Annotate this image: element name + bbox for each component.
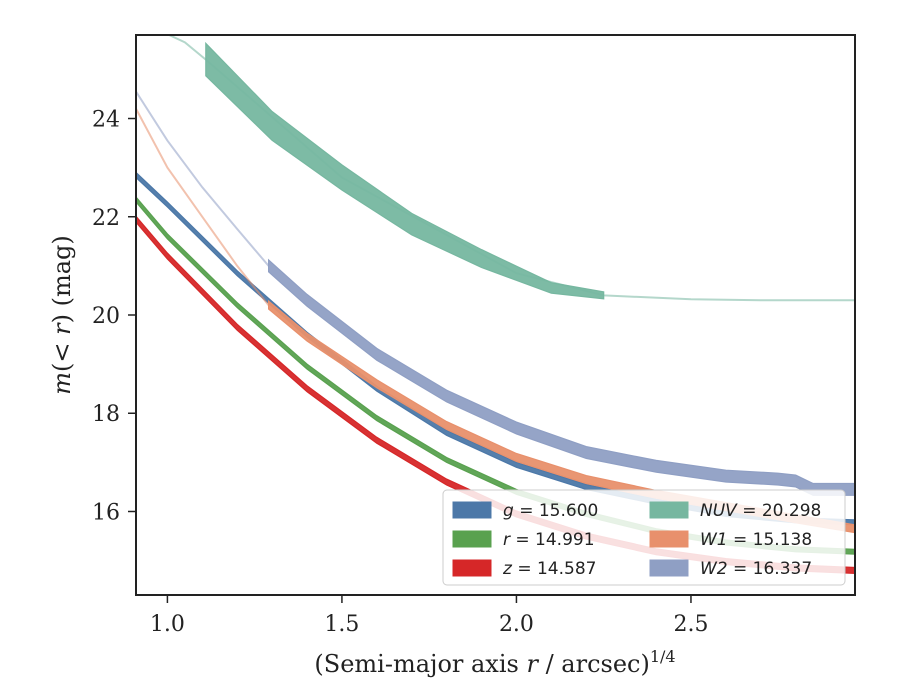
x-axis-label: (Semi-major axis r / arcsec)1/4 [314, 647, 675, 678]
series-w2-band [268, 258, 855, 496]
series-g [136, 171, 855, 526]
legend-label: W2 = 16.337 [700, 559, 812, 579]
legend-label: z = 14.587 [502, 559, 596, 579]
series-nuv [166, 35, 855, 302]
y-axis: 16 18 20 22 24 [92, 108, 136, 525]
legend-label: W1 = 15.138 [700, 530, 812, 550]
x-tick-label: 2.0 [499, 612, 534, 637]
legend-swatch [452, 501, 492, 519]
series-w1 [136, 108, 855, 534]
legend: g = 15.600 r = 14.991 z = 14.587 NUV = 20.2… [442, 489, 846, 586]
y-axis-label: m(< r) (mag) [48, 235, 76, 395]
series-nuv-extrapolated-line [166, 35, 855, 302]
legend-label: r = 14.991 [503, 530, 595, 550]
y-tick-label: 16 [92, 500, 120, 525]
legend-label: NUV = 20.298 [700, 501, 821, 521]
y-tick-label: 24 [92, 108, 120, 133]
series-nuv-band [205, 41, 605, 300]
series-r-band [136, 196, 855, 555]
y-tick-label: 22 [92, 206, 120, 231]
legend-entry-w1: W1 = 15.138 [649, 530, 812, 550]
legend-entry-z: z = 14.587 [452, 559, 596, 579]
legend-entry-g: g = 15.600 [452, 501, 598, 521]
series-w1-extrapolated-line [136, 108, 270, 306]
series-w2 [136, 90, 855, 496]
legend-label: g = 15.600 [503, 501, 598, 521]
series-w1-band [268, 299, 855, 534]
x-tick-label: 2.5 [673, 612, 708, 637]
legend-swatch [452, 530, 492, 548]
legend-entry-w2: W2 = 16.337 [649, 559, 812, 579]
series-g-band [136, 171, 855, 526]
legend-box [442, 489, 846, 586]
series-w2-extrapolated-line [136, 90, 270, 267]
series-r [136, 196, 855, 555]
x-tick-label: 1.5 [324, 612, 359, 637]
legend-swatch [649, 530, 689, 548]
y-tick-label: 20 [92, 304, 120, 329]
legend-swatch [649, 559, 689, 577]
legend-swatch [452, 559, 492, 577]
legend-swatch [649, 501, 689, 519]
legend-entry-r: r = 14.991 [452, 530, 595, 550]
y-tick-label: 18 [92, 402, 120, 427]
legend-entry-nuv: NUV = 20.298 [649, 501, 821, 521]
x-axis: 1.0 1.5 2.0 2.5 [150, 595, 708, 637]
x-tick-label: 1.0 [150, 612, 185, 637]
